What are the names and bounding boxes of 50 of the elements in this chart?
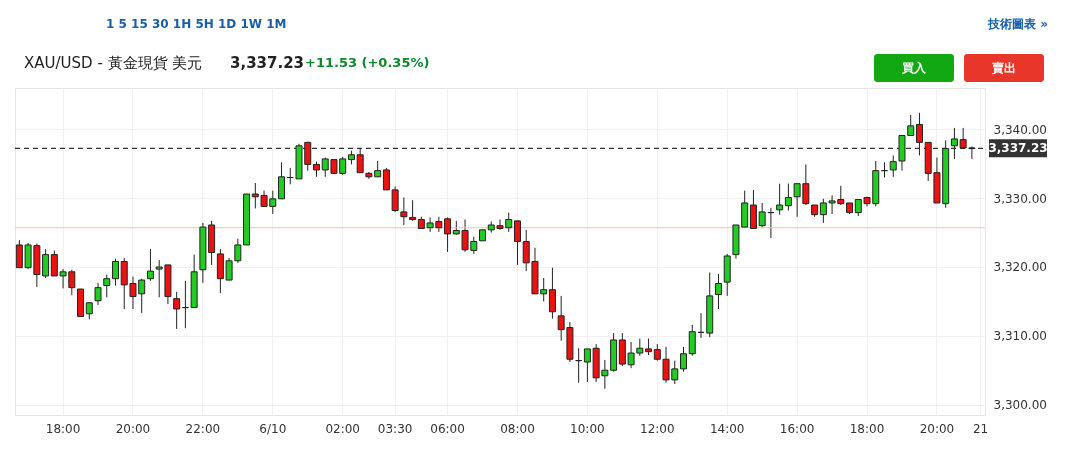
x-tick-label: 14:00 [709, 421, 745, 436]
candlestick [103, 274, 111, 298]
x-tick-label: 21 [972, 421, 989, 436]
ref-line-label: 3,337.23 [988, 141, 1048, 156]
x-tick-label: 06:00 [430, 421, 465, 436]
text: 賣出 [991, 61, 1016, 75]
candlestick [112, 258, 119, 287]
x-tick-label: 03:30 [377, 421, 413, 436]
text: +11.53 (+0.35%) [305, 55, 430, 70]
candlestick [688, 324, 696, 357]
y-tick-label: 3,320.00 [993, 260, 1047, 275]
candlestick [714, 273, 722, 310]
candlestick [94, 282, 102, 306]
text: 技術圖表 » [987, 17, 1048, 31]
candlestick [146, 248, 154, 282]
x-tick-label: 02:00 [325, 421, 360, 436]
text: 3,337.23 [230, 54, 305, 72]
x-tick-label: 6/10 [259, 421, 287, 436]
x-tick-label: 12:00 [640, 421, 675, 436]
x-tick-label: 16:00 [779, 421, 815, 436]
x-tick-label: 20:00 [115, 421, 151, 436]
candlestick [42, 248, 50, 279]
x-tick-label: 10:00 [570, 421, 605, 436]
text: 買入 [901, 61, 927, 75]
candlestick [173, 291, 181, 330]
candlestick [400, 196, 408, 226]
candlestick [758, 202, 766, 229]
y-tick-label: 3,330.00 [993, 191, 1047, 206]
candlestick [749, 189, 757, 229]
x-tick-label: 18:00 [849, 421, 885, 436]
candlestick [680, 346, 688, 373]
candlestick [444, 216, 452, 253]
candlestick [278, 161, 286, 200]
candlestick [776, 183, 784, 216]
y-tick-label: 3,340.00 [993, 122, 1047, 137]
x-tick-label: 22:00 [185, 421, 221, 436]
candlestick [356, 148, 364, 174]
x-tick-label: 08:00 [500, 421, 535, 436]
candlestick [784, 183, 792, 212]
candlestick [409, 199, 417, 222]
text: 1 5 15 30 1H 5H 1D 1W 1M [106, 17, 287, 31]
candlestick [548, 267, 556, 320]
candlestick [915, 112, 923, 156]
x-tick-label: 18:00 [45, 421, 81, 436]
y-tick-label: 3,310.00 [993, 329, 1047, 344]
candlestick [950, 127, 958, 160]
y-tick-label: 3,300.00 [993, 398, 1047, 413]
candlestick [513, 220, 521, 266]
x-tick-label: 20:00 [919, 421, 955, 436]
chart-title: XAU/USD - 黃金現貨 美元 [24, 54, 203, 72]
